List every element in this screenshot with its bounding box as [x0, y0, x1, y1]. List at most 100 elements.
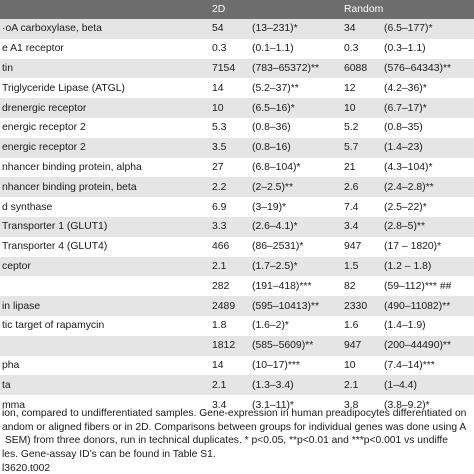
range-2d-cell: (0.1–1.1) — [252, 38, 344, 59]
gene-name-cell: d synthase — [0, 197, 212, 217]
table-row: nhancer binding protein, beta 2.2 (2–2.5)*… — [0, 177, 474, 198]
gene-name-cell: energic receptor 2 — [0, 137, 212, 158]
range-random-cell: (4.2–36)* — [384, 78, 474, 99]
range-random-cell: (2.8–5)** — [384, 216, 474, 237]
value-random-cell: 5.2 — [344, 117, 384, 138]
range-random-cell: (1.2 – 1.8) — [384, 256, 474, 277]
range-2d-cell: (0.8–16) — [252, 137, 344, 158]
table-row: pha 14 (10–17)*** 10 (7.4–14)*** — [0, 355, 474, 376]
range-2d-cell: (191–418)*** — [252, 276, 344, 297]
range-2d-cell: (5.2–37)** — [252, 78, 344, 99]
gene-name-cell: ta — [0, 375, 212, 396]
gene-name-cell — [0, 335, 212, 356]
value-random-cell: 0.3 — [344, 38, 384, 59]
gene-name-cell: tin — [0, 58, 212, 79]
value-random-cell: 21 — [344, 157, 384, 178]
table-row: tin 7154 (783–65372)** 6088 (576–64343)** — [0, 58, 474, 79]
value-2d-cell: 1.8 — [212, 315, 252, 336]
header-random-range — [384, 0, 474, 19]
gene-expression-table: 2D Random ·oA carboxylase, beta 54 (13–231… — [0, 0, 474, 415]
range-2d-cell: (2–2.5)** — [252, 177, 344, 198]
table-caption: ion, compared to undifferentiated sample… — [0, 407, 474, 461]
range-random-cell: (1–4.4) — [384, 375, 474, 396]
caption-line: ion, compared to undifferentiated sample… — [2, 408, 467, 419]
value-2d-cell: 7154 — [212, 58, 252, 79]
table-row: in lipase 2489 (595–10413)** 2330 (490–11082… — [0, 296, 474, 316]
value-random-cell: 82 — [344, 276, 384, 297]
table-row: e A1 receptor 0.3 (0.1–1.1) 0.3 (0.3–1.1) — [0, 38, 474, 59]
range-2d-cell: (1.6–2)* — [252, 315, 344, 336]
table-row: Transporter 4 (GLUT4) 466 (86–2531)* 947 (17… — [0, 236, 474, 257]
value-random-cell: 947 — [344, 335, 384, 356]
value-2d-cell: 2489 — [212, 296, 252, 316]
range-2d-cell: (2.6–4.1)* — [252, 216, 344, 237]
table-row: energic receptor 2 5.3 (0.8–36) 5.2 (0.8–35) — [0, 117, 474, 138]
value-random-cell: 2330 — [344, 296, 384, 316]
range-random-cell: (576–64343)** — [384, 58, 474, 79]
value-2d-cell: 282 — [212, 276, 252, 297]
range-random-cell: (2.4–2.8)** — [384, 177, 474, 198]
value-2d-cell: 27 — [212, 157, 252, 178]
value-2d-cell: 1812 — [212, 335, 252, 356]
range-2d-cell: (3–19)* — [252, 197, 344, 217]
table-row: Triglyceride Lipase (ATGL) 14 (5.2–37)** 12… — [0, 78, 474, 99]
table-row: tic target of rapamycin 1.8 (1.6–2)* 1.6 (1.… — [0, 315, 474, 336]
doi-label: l3620.t002 — [2, 463, 51, 474]
value-random-cell: 10 — [344, 98, 384, 118]
table-row: 1812 (585–5609)** 947 (200–44490)** — [0, 335, 474, 356]
table-row: Transporter 1 (GLUT1) 3.3 (2.6–4.1)* 3.4 (2.… — [0, 216, 474, 237]
range-2d-cell: (86–2531)* — [252, 236, 344, 257]
value-2d-cell: 2.2 — [212, 177, 252, 198]
value-random-cell: 5.7 — [344, 137, 384, 158]
gene-name-cell: drenergic receptor — [0, 98, 212, 118]
value-random-cell: 10 — [344, 355, 384, 376]
range-random-cell: (6.5–177)* — [384, 19, 474, 39]
range-random-cell: (7.4–14)*** — [384, 355, 474, 376]
range-2d-cell: (783–65372)** — [252, 58, 344, 79]
value-2d-cell: 3.5 — [212, 137, 252, 158]
caption-line: SEM) from three donors, run in technical… — [2, 435, 449, 447]
gene-name-cell: nhancer binding protein, alpha — [0, 157, 212, 178]
header-2d-range — [252, 0, 344, 19]
gene-name-cell: tic target of rapamycin — [0, 315, 212, 336]
range-2d-cell: (6.8–104)* — [252, 157, 344, 178]
value-random-cell: 1.5 — [344, 256, 384, 277]
range-random-cell: (3.8–9.2)* — [384, 395, 474, 415]
header-gene — [0, 0, 212, 19]
table-row: energic receptor 2 3.5 (0.8–16) 5.7 (1.4–23) — [0, 137, 474, 158]
header-2d: 2D — [212, 0, 252, 19]
value-random-cell: 2.1 — [344, 375, 384, 396]
gene-name-cell: Triglyceride Lipase (ATGL) — [0, 78, 212, 99]
value-random-cell: 7.4 — [344, 197, 384, 217]
range-random-cell: (59–112)*** ## — [384, 276, 474, 297]
gene-name-cell: mma — [0, 395, 212, 415]
range-2d-cell: (585–5609)** — [252, 335, 344, 356]
table-row: ceptor 2.1 (1.7–2.5)* 1.5 (1.2 – 1.8) — [0, 256, 474, 277]
value-random-cell: 12 — [344, 78, 384, 99]
value-random-cell: 1.6 — [344, 315, 384, 336]
gene-name-cell: Transporter 4 (GLUT4) — [0, 236, 212, 257]
table-row: ·oA carboxylase, beta 54 (13–231)* 34 (6.5–1… — [0, 19, 474, 39]
gene-name-cell: ceptor — [0, 256, 212, 277]
value-random-cell: 3.4 — [344, 216, 384, 237]
table-row: drenergic receptor 10 (6.5–16)* 10 (6.7–17)* — [0, 98, 474, 118]
table-body: ·oA carboxylase, beta 54 (13–231)* 34 (6.5–1… — [0, 19, 474, 415]
range-random-cell: (17 – 1820)* — [384, 236, 474, 257]
value-2d-cell: 2.1 — [212, 375, 252, 396]
caption-line: andom or aligned fibers or in 2D. Compar… — [2, 421, 467, 433]
value-2d-cell: 3.4 — [212, 395, 252, 415]
value-2d-cell: 14 — [212, 78, 252, 99]
gene-name-cell: ·oA carboxylase, beta — [0, 19, 212, 39]
header-random: Random — [344, 0, 384, 19]
value-random-cell: 34 — [344, 19, 384, 39]
range-random-cell: (0.3–1.1) — [384, 38, 474, 59]
value-random-cell: 3.8 — [344, 395, 384, 415]
table-row: mma 3.4 (3.1–11)* 3.8 (3.8–9.2)* — [0, 395, 474, 415]
value-2d-cell: 3.3 — [212, 216, 252, 237]
gene-name-cell: nhancer binding protein, beta — [0, 177, 212, 198]
gene-name-cell — [0, 276, 212, 297]
gene-name-cell: energic receptor 2 — [0, 117, 212, 138]
range-2d-cell: (3.1–11)* — [252, 395, 344, 415]
value-2d-cell: 0.3 — [212, 38, 252, 59]
range-random-cell: (1.4–1.9) — [384, 315, 474, 336]
